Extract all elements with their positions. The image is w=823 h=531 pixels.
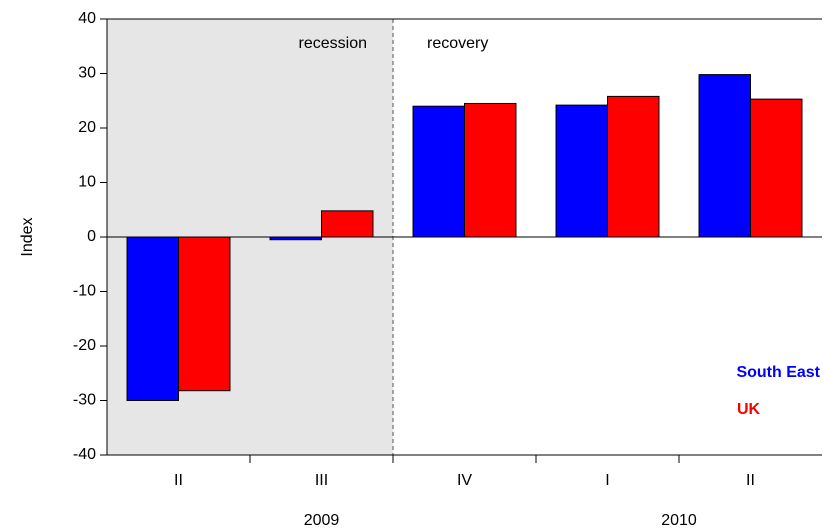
year-label: 2010 <box>661 512 697 529</box>
bar <box>750 98 803 238</box>
x-tick-label: II <box>746 472 755 489</box>
bar <box>321 210 374 238</box>
bar <box>178 236 231 392</box>
bar <box>607 95 660 238</box>
annotation: recession <box>299 35 367 52</box>
y-tick-label: 0 <box>87 228 96 245</box>
x-tick-label: IV <box>457 472 472 489</box>
legend-label: South East <box>736 364 820 381</box>
legend-label: UK <box>737 401 761 418</box>
bar <box>555 104 609 238</box>
bar <box>464 102 517 238</box>
x-tick-label: I <box>605 472 609 489</box>
annotation: recovery <box>427 35 488 52</box>
bar <box>412 105 465 238</box>
y-tick-label: 20 <box>78 119 96 136</box>
x-tick-label: III <box>315 472 328 489</box>
bar <box>698 74 752 238</box>
y-tick-label: 40 <box>78 10 96 27</box>
y-axis-label: Index <box>19 217 36 256</box>
y-tick-label: -30 <box>73 392 96 409</box>
bar <box>126 236 179 401</box>
y-tick-label: -10 <box>73 283 96 300</box>
y-tick-label: -20 <box>73 337 96 354</box>
y-tick-label: 10 <box>78 174 96 191</box>
year-label: 2009 <box>304 512 340 529</box>
y-tick-label: -40 <box>73 446 96 463</box>
y-tick-label: 30 <box>78 65 96 82</box>
x-tick-label: II <box>174 472 183 489</box>
